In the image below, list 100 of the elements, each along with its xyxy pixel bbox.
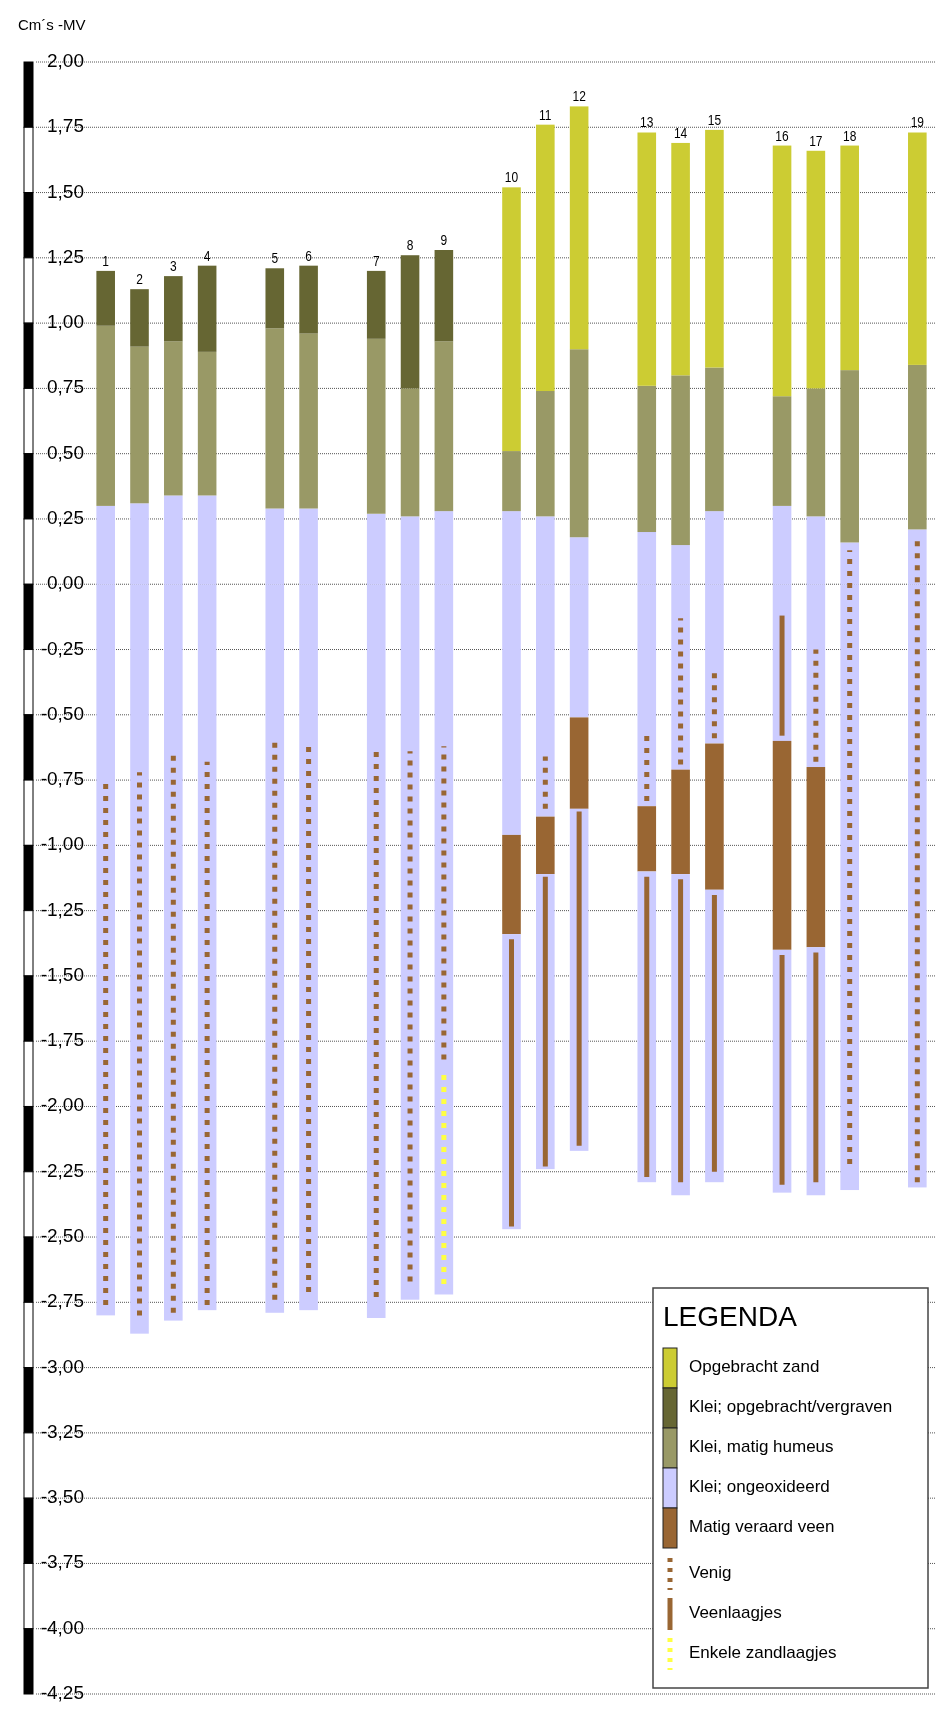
bar bbox=[536, 391, 555, 517]
bar bbox=[197, 265, 217, 352]
bar bbox=[705, 743, 724, 890]
y-tick-label: -0,25 bbox=[40, 637, 84, 659]
bar bbox=[502, 187, 521, 452]
x-tick-label: 2 bbox=[136, 270, 143, 288]
x-tick-label: 16 bbox=[775, 127, 789, 144]
bar bbox=[197, 351, 217, 496]
y-tick-label: 1,25 bbox=[47, 245, 84, 267]
bar bbox=[908, 132, 927, 365]
x-tick-label: 6 bbox=[305, 247, 312, 264]
legend-label: Enkele zandlaagjes bbox=[689, 1643, 837, 1663]
legend-label: Venig bbox=[689, 1563, 732, 1583]
bar bbox=[908, 364, 927, 530]
x-tick-label: 12 bbox=[572, 88, 586, 105]
y-tick-label: 0,75 bbox=[47, 376, 84, 398]
bar bbox=[772, 396, 792, 506]
x-tick-label: 19 bbox=[910, 114, 924, 131]
y-tick-label: 2,00 bbox=[47, 50, 84, 72]
y-tick-label: -3,50 bbox=[40, 1486, 84, 1508]
legend-label: Klei; opgebracht/vergraven bbox=[689, 1397, 893, 1417]
x-tick-label: 4 bbox=[203, 247, 211, 264]
x-tick-label: 11 bbox=[539, 106, 552, 123]
y-tick-label: -3,75 bbox=[40, 1551, 84, 1573]
y-tick-label: -2,75 bbox=[40, 1290, 84, 1312]
bar bbox=[671, 375, 690, 546]
bar bbox=[265, 268, 285, 329]
y-tick-label: 0,25 bbox=[47, 506, 84, 528]
y-tick-label: -2,25 bbox=[40, 1159, 84, 1181]
bar bbox=[265, 328, 285, 509]
bar bbox=[502, 451, 521, 512]
y-tick-label: -4,00 bbox=[40, 1616, 84, 1638]
legend-title: LEGENDA bbox=[663, 1301, 798, 1332]
bar bbox=[806, 767, 826, 948]
bar bbox=[502, 834, 521, 935]
bar bbox=[637, 806, 657, 872]
y-tick-label: 0,50 bbox=[47, 441, 84, 463]
bar bbox=[705, 367, 724, 512]
bar bbox=[772, 740, 792, 950]
y-tick-label: -1,00 bbox=[40, 833, 84, 855]
x-tick-label: 10 bbox=[504, 169, 519, 186]
bar bbox=[434, 341, 454, 512]
bar bbox=[299, 265, 318, 334]
y-tick-label: -4,25 bbox=[40, 1682, 84, 1704]
bar bbox=[637, 385, 657, 533]
bar bbox=[569, 106, 589, 350]
y-tick-label: -0,50 bbox=[40, 702, 84, 724]
bar bbox=[671, 142, 690, 376]
bar bbox=[299, 333, 318, 509]
bar bbox=[806, 150, 826, 389]
x-tick-label: 7 bbox=[372, 252, 380, 270]
bar bbox=[772, 145, 792, 397]
bar bbox=[130, 346, 149, 504]
bar bbox=[434, 250, 454, 342]
y-tick-label: -3,00 bbox=[40, 1355, 84, 1377]
bar bbox=[400, 255, 420, 389]
y-tick-label: 1,50 bbox=[47, 180, 84, 202]
x-tick-label: 1 bbox=[102, 252, 110, 270]
bar bbox=[164, 276, 183, 342]
legend-label: Klei; ongeoxideerd bbox=[689, 1477, 830, 1497]
x-tick-label: 14 bbox=[673, 124, 688, 142]
legend-label: Matig veraard veen bbox=[689, 1517, 835, 1537]
legend-label: Klei, matig humeus bbox=[689, 1437, 834, 1457]
bar bbox=[96, 270, 115, 326]
x-tick-label: 17 bbox=[809, 132, 823, 150]
y-tick-label: -2,00 bbox=[40, 1094, 84, 1116]
bar bbox=[671, 769, 690, 875]
bar bbox=[840, 370, 859, 543]
y-tick-label: -3,25 bbox=[40, 1420, 84, 1442]
bar bbox=[96, 325, 115, 506]
bar bbox=[536, 124, 555, 392]
y-tick-label: -1,75 bbox=[40, 1029, 84, 1051]
y-tick-label: 1,00 bbox=[47, 311, 84, 333]
y-tick-label: -1,50 bbox=[40, 963, 84, 985]
y-tick-label: -1,25 bbox=[40, 898, 84, 920]
bar bbox=[569, 717, 589, 809]
bar bbox=[840, 145, 859, 371]
x-tick-label: 9 bbox=[440, 231, 448, 249]
bar bbox=[366, 270, 386, 339]
y-tick-label: 0,00 bbox=[47, 572, 84, 594]
bar bbox=[569, 349, 589, 538]
y-axis-title: Cm´s -MV bbox=[18, 16, 86, 33]
x-tick-label: 5 bbox=[271, 250, 279, 267]
bar bbox=[536, 816, 555, 875]
bar bbox=[637, 132, 657, 386]
x-tick-label: 13 bbox=[640, 114, 654, 131]
x-tick-label: 15 bbox=[707, 111, 722, 129]
legend-label: Veenlaagjes bbox=[689, 1603, 782, 1623]
y-tick-label: 1,75 bbox=[47, 115, 84, 137]
bar bbox=[130, 289, 149, 347]
bar bbox=[366, 338, 386, 514]
bar bbox=[164, 341, 183, 496]
y-tick-label: -2,50 bbox=[40, 1225, 84, 1247]
bar bbox=[400, 388, 420, 517]
y-tick-label: -0,75 bbox=[40, 768, 84, 790]
bar bbox=[806, 388, 826, 517]
x-tick-label: 3 bbox=[169, 257, 177, 275]
x-tick-label: 18 bbox=[843, 127, 857, 144]
x-tick-label: 8 bbox=[406, 236, 414, 254]
bar bbox=[705, 129, 724, 368]
